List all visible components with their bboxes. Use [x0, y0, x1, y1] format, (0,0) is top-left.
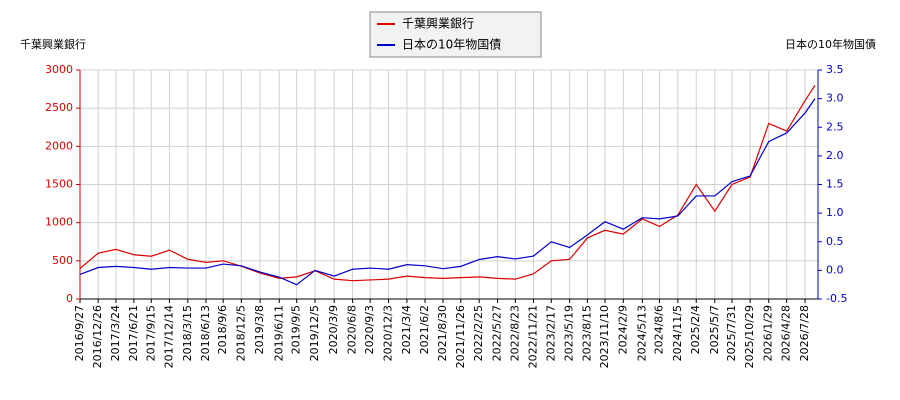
x-tick-label: 2018/9/6	[216, 305, 229, 354]
series-line	[79, 98, 816, 286]
x-tick-label: 2016/9/27	[73, 305, 86, 361]
y-tick-label: 500	[52, 254, 73, 267]
y2-axis-label: 日本の10年物国債	[785, 37, 876, 51]
y2-tick-label: -0.5	[826, 292, 847, 305]
x-tick-label: 2026/7/28	[798, 305, 811, 361]
x-tick-label: 2025/5/7	[708, 305, 721, 354]
x-tick-label: 2018/6/13	[199, 305, 212, 361]
x-tick-label: 2021/6/2	[418, 305, 431, 354]
series-line	[79, 84, 816, 282]
legend-label: 日本の10年物国債	[402, 37, 501, 52]
y2-tick-label: 3.0	[826, 92, 844, 105]
y2-tick-label: 3.5	[826, 63, 844, 76]
y2-tick-label: 2.0	[826, 149, 844, 162]
y-tick-label: 1500	[45, 178, 73, 191]
x-tick-label: 2026/4/28	[780, 305, 793, 361]
y2-tick-label: 1.0	[826, 206, 844, 219]
x-tick-label: 2018/12/5	[234, 305, 247, 361]
y-tick-label: 1000	[45, 216, 73, 229]
x-tick-label: 2021/8/30	[436, 305, 449, 361]
y-axis-label: 千葉興業銀行	[20, 37, 86, 51]
x-tick-label: 2024/2/9	[616, 305, 629, 354]
x-tick-label: 2025/10/29	[743, 305, 756, 368]
x-tick-label: 2017/12/14	[162, 305, 175, 368]
x-tick-label: 2018/3/15	[181, 305, 194, 361]
y2-tick-label: 2.5	[826, 120, 844, 133]
x-tick-label: 2023/2/17	[544, 305, 557, 361]
x-tick-label: 2022/11/21	[527, 305, 540, 368]
x-tick-label: 2021/3/4	[400, 305, 413, 354]
x-tick-label: 2016/12/26	[91, 305, 104, 368]
x-tick-label: 2023/11/10	[598, 305, 611, 368]
y-tick-label: 0	[66, 292, 73, 305]
x-tick-label: 2019/3/8	[253, 305, 266, 354]
x-tick-label: 2017/3/24	[109, 305, 122, 361]
legend-box	[369, 11, 542, 58]
x-tick-label: 2019/12/5	[308, 305, 321, 361]
x-tick-label: 2024/5/13	[635, 305, 648, 361]
x-tick-label: 2022/5/27	[491, 305, 504, 361]
y2-tick-label: 1.5	[826, 178, 844, 191]
x-tick-label: 2020/9/3	[363, 305, 376, 354]
x-tick-label: 2023/8/15	[580, 305, 593, 361]
x-tick-label: 2022/2/25	[472, 305, 485, 361]
x-tick-label: 2025/2/4	[689, 305, 702, 354]
x-tick-label: 2024/11/5	[671, 305, 684, 361]
x-tick-label: 2026/1/29	[762, 305, 775, 361]
x-tick-label: 2021/11/26	[454, 305, 467, 368]
x-tick-label: 2020/6/8	[346, 305, 359, 354]
x-tick-label: 2019/9/5	[290, 305, 303, 354]
x-tick-label: 2023/5/19	[563, 305, 576, 361]
y2-tick-label: 0.0	[826, 263, 844, 276]
x-tick-label: 2017/6/21	[127, 305, 140, 361]
x-tick-label: 2019/6/11	[272, 305, 285, 361]
y2-tick-label: 0.5	[826, 235, 844, 248]
x-tick-label: 2017/9/15	[144, 305, 157, 361]
y-tick-label: 2000	[45, 139, 73, 152]
x-tick-label: 2024/8/6	[652, 305, 665, 354]
x-tick-label: 2025/7/31	[725, 305, 738, 361]
legend-label: 千葉興業銀行	[402, 17, 474, 31]
x-tick-label: 2020/12/3	[382, 305, 395, 361]
y-tick-label: 3000	[45, 63, 73, 76]
y-tick-label: 2500	[45, 101, 73, 114]
x-tick-label: 2020/3/9	[327, 305, 340, 354]
x-tick-label: 2022/8/23	[508, 305, 521, 361]
